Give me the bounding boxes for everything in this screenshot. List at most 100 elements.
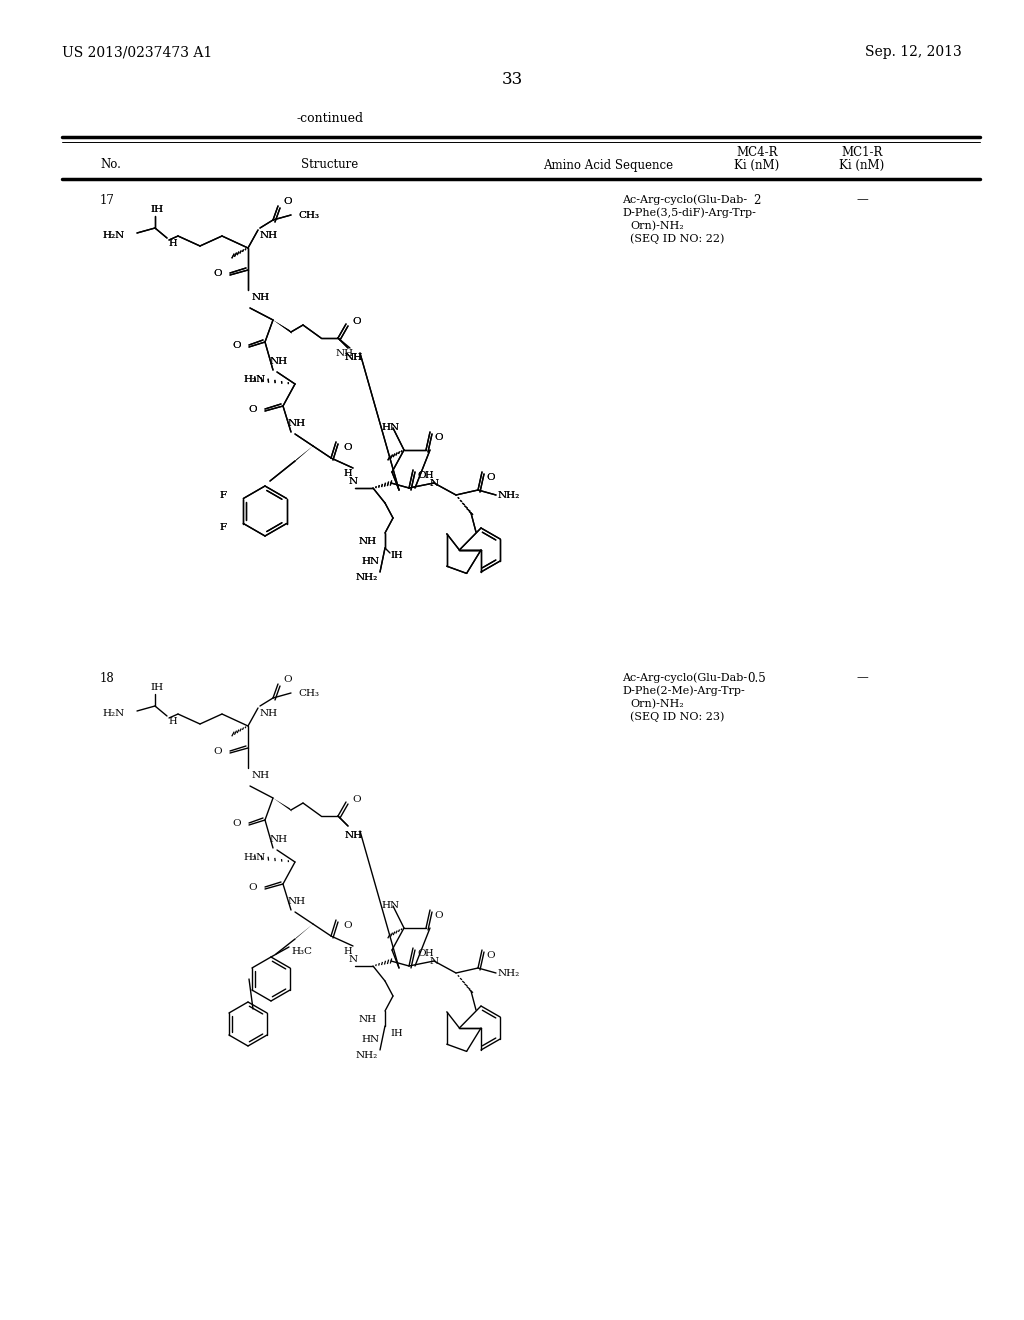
Text: NH₂: NH₂: [356, 573, 378, 582]
Text: O: O: [213, 268, 222, 277]
Text: (SEQ ID NO: 22): (SEQ ID NO: 22): [630, 234, 724, 244]
Text: O: O: [232, 341, 241, 350]
Text: O: O: [343, 921, 351, 931]
Text: NH₂: NH₂: [498, 491, 520, 499]
Text: N: N: [429, 479, 438, 487]
Text: NH: NH: [288, 898, 306, 907]
Text: F: F: [220, 523, 227, 532]
Text: O: O: [249, 404, 257, 413]
Text: O: O: [283, 198, 292, 206]
Text: O: O: [434, 912, 442, 920]
Text: US 2013/0237473 A1: US 2013/0237473 A1: [62, 45, 212, 59]
Text: MC1-R: MC1-R: [842, 145, 883, 158]
Text: H₂N: H₂N: [243, 375, 265, 384]
Text: O: O: [249, 404, 257, 413]
Text: O: O: [417, 471, 426, 480]
Text: O: O: [249, 883, 257, 891]
Text: HN: HN: [361, 1035, 380, 1044]
Text: H: H: [425, 470, 433, 479]
Text: HN: HN: [361, 557, 380, 566]
Text: HN: HN: [381, 424, 399, 433]
Text: O: O: [417, 471, 426, 480]
Text: O: O: [352, 318, 360, 326]
Text: N: N: [348, 478, 357, 487]
Text: NH: NH: [252, 293, 270, 302]
Text: 17: 17: [100, 194, 115, 206]
Text: H: H: [169, 239, 177, 248]
Text: D-Phe(3,5-diF)-Arg-Trp-: D-Phe(3,5-diF)-Arg-Trp-: [622, 207, 756, 218]
Polygon shape: [273, 319, 292, 334]
Polygon shape: [273, 319, 292, 334]
Text: NH: NH: [288, 420, 306, 429]
Text: NH: NH: [270, 358, 288, 367]
Text: NH₂: NH₂: [356, 573, 378, 582]
Text: NH: NH: [345, 832, 364, 841]
Text: IH: IH: [151, 206, 164, 214]
Text: O: O: [283, 676, 292, 685]
Text: Orn)-NH₂: Orn)-NH₂: [630, 220, 684, 231]
Text: 33: 33: [502, 71, 522, 88]
Text: H₂N: H₂N: [243, 853, 265, 862]
Text: O: O: [232, 341, 241, 350]
Text: O: O: [486, 474, 495, 483]
Text: Amino Acid Sequence: Amino Acid Sequence: [543, 158, 673, 172]
Text: H₂N: H₂N: [102, 231, 125, 240]
Text: H: H: [425, 470, 433, 479]
Text: F: F: [220, 523, 227, 532]
Text: IH: IH: [390, 1030, 402, 1039]
Text: NH₂: NH₂: [498, 969, 520, 978]
Text: O: O: [343, 444, 351, 453]
Text: NH: NH: [345, 354, 364, 363]
Text: O: O: [283, 198, 292, 206]
Text: H₂N: H₂N: [102, 231, 125, 240]
Text: H₃C: H₃C: [291, 946, 312, 956]
Text: NH: NH: [358, 536, 377, 545]
Polygon shape: [273, 799, 292, 812]
Text: Orn)-NH₂: Orn)-NH₂: [630, 698, 684, 709]
Text: O: O: [417, 949, 426, 958]
Text: N: N: [429, 957, 438, 965]
Text: HN: HN: [361, 557, 380, 566]
Text: O: O: [213, 747, 222, 755]
Text: IH: IH: [151, 206, 164, 214]
Text: CH₃: CH₃: [298, 210, 319, 219]
Text: NH: NH: [336, 350, 354, 359]
Text: Ki (nM): Ki (nM): [734, 158, 779, 172]
Text: NH: NH: [270, 836, 288, 845]
Text: O: O: [486, 474, 495, 483]
Text: 0.5: 0.5: [748, 672, 766, 685]
Text: H: H: [344, 469, 352, 478]
Text: Structure: Structure: [301, 158, 358, 172]
Text: —: —: [856, 672, 868, 685]
Text: —: —: [856, 194, 868, 206]
Text: NH₂: NH₂: [498, 491, 520, 499]
Text: IH: IH: [151, 684, 164, 693]
Text: O: O: [434, 433, 442, 442]
Text: H: H: [425, 949, 433, 957]
Text: -continued: -continued: [296, 111, 364, 124]
Text: N: N: [348, 478, 357, 487]
Text: IH: IH: [390, 552, 402, 561]
Text: NH: NH: [345, 354, 364, 363]
Text: F: F: [220, 491, 227, 499]
Text: CH₃: CH₃: [298, 210, 319, 219]
Text: CH₃: CH₃: [298, 689, 319, 697]
Text: N: N: [429, 479, 438, 487]
Polygon shape: [294, 446, 313, 462]
Text: (SEQ ID NO: 23): (SEQ ID NO: 23): [630, 711, 724, 722]
Text: H₂N: H₂N: [102, 710, 125, 718]
Text: Ac-Arg-cyclo(Glu-Dab-: Ac-Arg-cyclo(Glu-Dab-: [622, 195, 748, 206]
Text: Sep. 12, 2013: Sep. 12, 2013: [865, 45, 962, 59]
Text: NH: NH: [260, 710, 279, 718]
Text: H₂N: H₂N: [243, 375, 265, 384]
Text: 18: 18: [100, 672, 115, 685]
Text: NH: NH: [260, 231, 279, 240]
Text: O: O: [232, 818, 241, 828]
Text: HN: HN: [381, 902, 399, 911]
Polygon shape: [294, 446, 313, 462]
Text: H: H: [344, 469, 352, 478]
Text: O: O: [352, 318, 360, 326]
Text: F: F: [220, 491, 227, 499]
Text: D-Phe(2-Me)-Arg-Trp-: D-Phe(2-Me)-Arg-Trp-: [622, 685, 744, 696]
Text: No.: No.: [100, 158, 121, 172]
